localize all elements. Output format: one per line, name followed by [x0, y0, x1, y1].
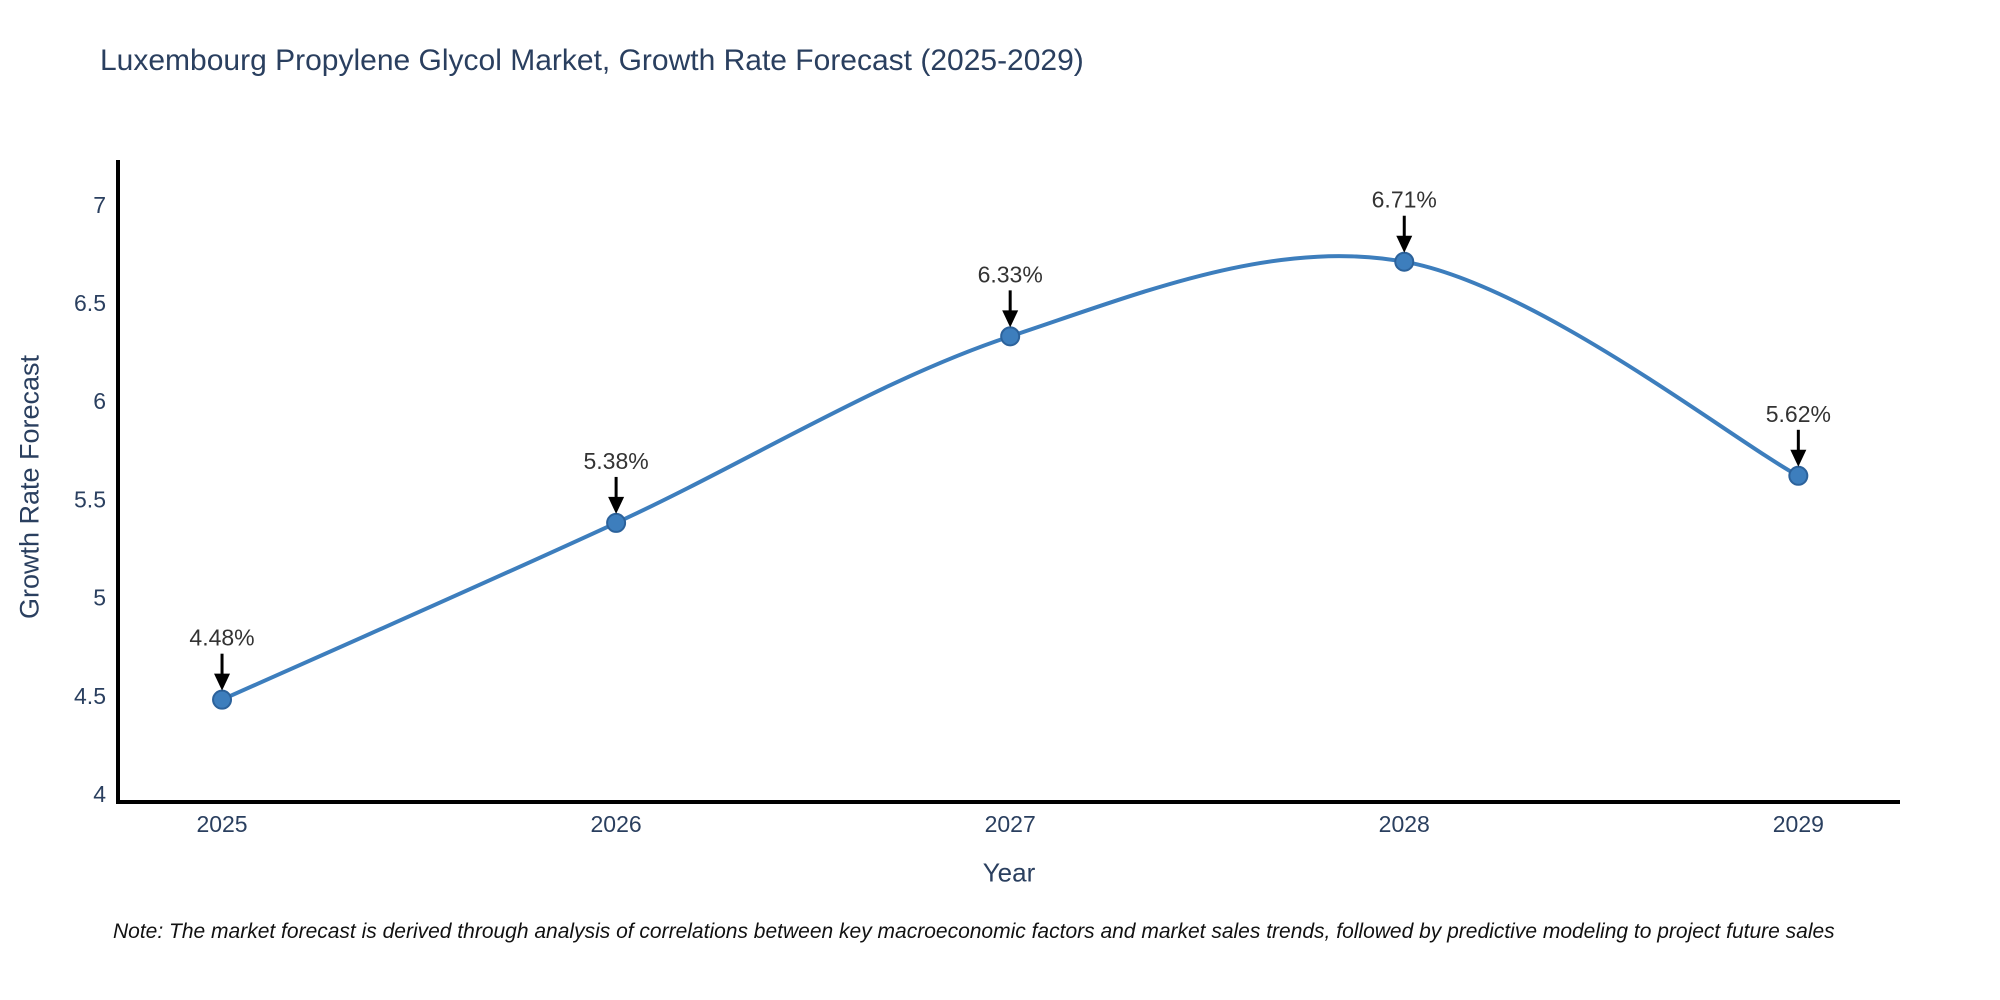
footnote-text: Note: The market forecast is derived thr… [113, 920, 1835, 943]
data-point-marker [212, 689, 233, 710]
y-tick-label: 5.5 [74, 486, 106, 512]
y-tick-label: 7 [93, 192, 106, 218]
annotation-arrowhead-icon [1002, 310, 1019, 328]
data-point-marker [1788, 465, 1809, 486]
data-point-label: 6.33% [978, 261, 1043, 287]
y-tick-label: 6 [93, 388, 106, 414]
x-tick-label: 2029 [1773, 811, 1824, 837]
chart-title: Luxembourg Propylene Glycol Market, Grow… [100, 44, 1084, 77]
data-point-label: 6.71% [1372, 187, 1437, 213]
annotation-arrowhead-icon [1396, 235, 1413, 253]
annotation-arrowhead-icon [1790, 449, 1807, 467]
data-point-label: 4.48% [189, 625, 254, 651]
x-tick-label: 2026 [591, 811, 642, 837]
data-point-label: 5.62% [1766, 401, 1831, 427]
annotation-arrowhead-icon [214, 673, 231, 691]
data-point-marker [1000, 326, 1021, 347]
x-axis-title: Year [982, 857, 1036, 888]
x-tick-label: 2027 [985, 811, 1036, 837]
data-point-label: 5.38% [583, 448, 648, 474]
data-point-marker [606, 512, 627, 533]
annotation-arrowhead-icon [608, 496, 625, 514]
x-tick-label: 2028 [1379, 811, 1430, 837]
data-point-marker [1394, 251, 1415, 272]
y-tick-label: 6.5 [74, 290, 106, 316]
y-tick-label: 5 [93, 585, 106, 611]
x-tick-label: 2025 [196, 811, 247, 837]
y-tick-label: 4.5 [74, 683, 106, 709]
y-axis-title: Growth Rate Forecast [14, 354, 45, 620]
y-tick-label: 4 [93, 781, 106, 807]
